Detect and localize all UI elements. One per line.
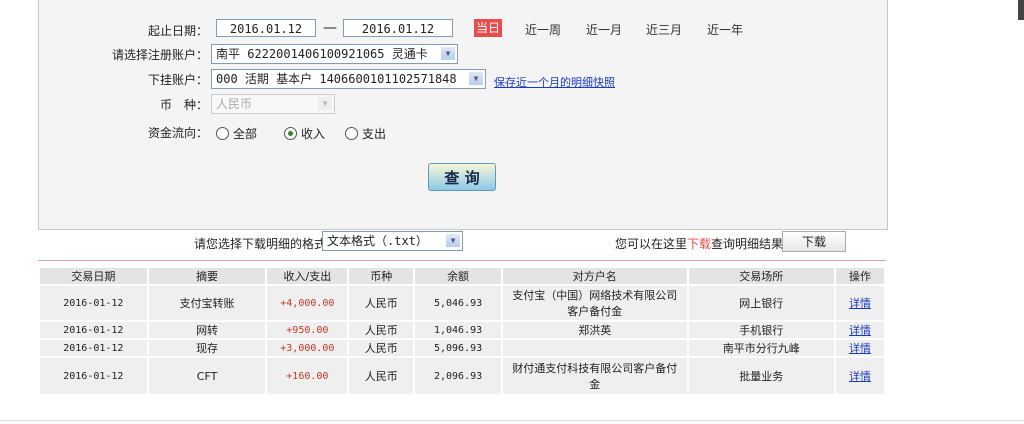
chevron-down-icon: ▼ bbox=[441, 47, 455, 60]
format-select[interactable]: 文本格式（.txt） ▼ bbox=[322, 231, 463, 251]
range-week[interactable]: 近一周 bbox=[525, 23, 562, 37]
range-three-months[interactable]: 近三月 bbox=[646, 23, 683, 37]
query-panel bbox=[38, 0, 888, 230]
query-button[interactable]: 查 询 bbox=[428, 163, 496, 191]
hint-text: 查询明细结果 bbox=[711, 237, 784, 251]
cell-amount: +3,000.00 bbox=[265, 338, 350, 358]
cell-location: 手机银行 bbox=[686, 320, 837, 340]
cell-date: 2016-01-12 bbox=[38, 284, 149, 322]
cell-balance: 5,046.93 bbox=[413, 284, 503, 322]
cell-action: 详情 bbox=[834, 356, 886, 396]
flow-expense-label: 支出 bbox=[362, 127, 387, 141]
hint-text: 您可以在这里 bbox=[615, 237, 688, 251]
cell-action: 详情 bbox=[834, 338, 886, 358]
header-counterparty: 对方户名 bbox=[501, 266, 689, 286]
detail-link[interactable]: 详情 bbox=[849, 297, 872, 310]
flow-income-label: 收入 bbox=[301, 127, 326, 141]
cell-summary: 现存 bbox=[146, 338, 268, 358]
currency-label: 币 种： bbox=[159, 98, 208, 112]
flow-all-radio[interactable]: 全部 bbox=[216, 125, 257, 142]
cell-summary: 支付宝转账 bbox=[146, 284, 268, 322]
header-date: 交易日期 bbox=[38, 266, 149, 286]
cell-balance: 1,046.93 bbox=[413, 320, 503, 340]
cell-counterparty: 财付通支付科技有限公司客户备付金 bbox=[501, 356, 689, 396]
sub-account-select[interactable]: 000 活期 基本户 1406600101102571848 ▼ bbox=[211, 69, 486, 89]
end-date-input[interactable]: 2016.01.12 bbox=[343, 19, 453, 37]
cell-location: 南平市分行九峰 bbox=[686, 338, 837, 358]
cell-amount: +4,000.00 bbox=[265, 284, 350, 322]
radio-icon bbox=[345, 127, 358, 140]
table-row: 2016-01-12 现存 +3,000.00 人民币 5,096.93 南平市分行九峰详… bbox=[38, 338, 886, 358]
account-value: 南平 6222001406100921065 灵通卡 bbox=[216, 47, 428, 61]
cell-date: 2016-01-12 bbox=[38, 356, 149, 396]
snapshot-link[interactable]: 保存近一个月的明细快照 bbox=[494, 76, 615, 89]
date-label: 起止日期： bbox=[147, 24, 208, 38]
radio-icon bbox=[216, 127, 229, 140]
header-amount: 收入/支出 bbox=[265, 266, 350, 286]
header-action: 操作 bbox=[834, 266, 886, 286]
range-year[interactable]: 近一年 bbox=[707, 23, 744, 37]
cell-summary: CFT bbox=[146, 356, 268, 396]
sub-account-value: 000 活期 基本户 1406600101102571848 bbox=[216, 72, 457, 86]
flow-income-radio[interactable]: 收入 bbox=[284, 125, 325, 142]
header-location: 交易场所 bbox=[686, 266, 837, 286]
cell-location: 网上银行 bbox=[686, 284, 837, 322]
cell-balance: 5,096.93 bbox=[413, 338, 503, 358]
radio-checked-icon bbox=[284, 127, 297, 140]
format-value: 文本格式（.txt） bbox=[327, 234, 428, 248]
start-date-input[interactable]: 2016.01.12 bbox=[216, 19, 316, 37]
table-header-row: 交易日期 摘要 收入/支出 币种 余额 对方户名 交易场所 操作 bbox=[38, 266, 886, 286]
table-row: 2016-01-12 CFT +160.00 人民币 2,096.93 财付通支付科技有限… bbox=[38, 356, 886, 396]
scrollbar-handle[interactable] bbox=[1018, 0, 1024, 20]
cell-action: 详情 bbox=[834, 320, 886, 340]
detail-link[interactable]: 详情 bbox=[849, 370, 872, 383]
cell-currency: 人民币 bbox=[347, 320, 416, 340]
table-row: 2016-01-12 支付宝转账 +4,000.00 人民币 5,046.93 支付宝（中… bbox=[38, 284, 886, 322]
currency-value: 人民币 bbox=[216, 97, 253, 111]
range-today[interactable]: 当日 bbox=[474, 19, 502, 37]
range-month[interactable]: 近一月 bbox=[586, 23, 623, 37]
date-dash: — bbox=[323, 20, 337, 36]
cell-amount: +950.00 bbox=[265, 320, 350, 340]
cell-counterparty bbox=[501, 338, 689, 358]
account-label: 请选择注册账户： bbox=[111, 48, 208, 62]
download-button[interactable]: 下载 bbox=[782, 231, 846, 252]
download-link[interactable]: 下载 bbox=[687, 237, 712, 251]
sub-account-label: 下挂账户： bbox=[147, 73, 208, 87]
account-select[interactable]: 南平 6222001406100921065 灵通卡 ▼ bbox=[211, 44, 458, 64]
cell-date: 2016-01-12 bbox=[38, 320, 149, 340]
cell-counterparty: 支付宝（中国）网络技术有限公司客户备付金 bbox=[501, 284, 689, 322]
bottom-divider bbox=[0, 420, 1024, 421]
header-balance: 余额 bbox=[413, 266, 503, 286]
currency-select[interactable]: 人民币 ▼ bbox=[211, 94, 335, 114]
cell-date: 2016-01-12 bbox=[38, 338, 149, 358]
cell-location: 批量业务 bbox=[686, 356, 837, 396]
chevron-down-icon: ▼ bbox=[446, 234, 460, 247]
divider bbox=[38, 260, 886, 261]
cell-currency: 人民币 bbox=[347, 356, 416, 396]
cell-amount: +160.00 bbox=[265, 356, 350, 396]
cell-counterparty: 郑洪英 bbox=[501, 320, 689, 340]
flow-label: 资金流向： bbox=[147, 126, 208, 140]
cell-currency: 人民币 bbox=[347, 284, 416, 322]
cell-balance: 2,096.93 bbox=[413, 356, 503, 396]
format-label: 请您选择下载明细的格式 bbox=[194, 237, 327, 251]
detail-link[interactable]: 详情 bbox=[849, 342, 872, 355]
flow-all-label: 全部 bbox=[233, 127, 258, 141]
transaction-table: 交易日期 摘要 收入/支出 币种 余额 对方户名 交易场所 操作 2016-01… bbox=[38, 266, 886, 396]
header-summary: 摘要 bbox=[146, 266, 268, 286]
chevron-down-icon: ▼ bbox=[318, 97, 332, 110]
cell-summary: 网转 bbox=[146, 320, 268, 340]
table-row: 2016-01-12 网转 +950.00 人民币 1,046.93 郑洪英 手机银行 详情 bbox=[38, 320, 886, 340]
download-hint: 您可以在这里下载查询明细结果 bbox=[615, 235, 783, 252]
chevron-down-icon: ▼ bbox=[469, 72, 483, 85]
cell-currency: 人民币 bbox=[347, 338, 416, 358]
header-currency: 币种 bbox=[347, 266, 416, 286]
detail-link[interactable]: 详情 bbox=[849, 324, 872, 337]
flow-expense-radio[interactable]: 支出 bbox=[345, 125, 386, 142]
cell-action: 详情 bbox=[834, 284, 886, 322]
